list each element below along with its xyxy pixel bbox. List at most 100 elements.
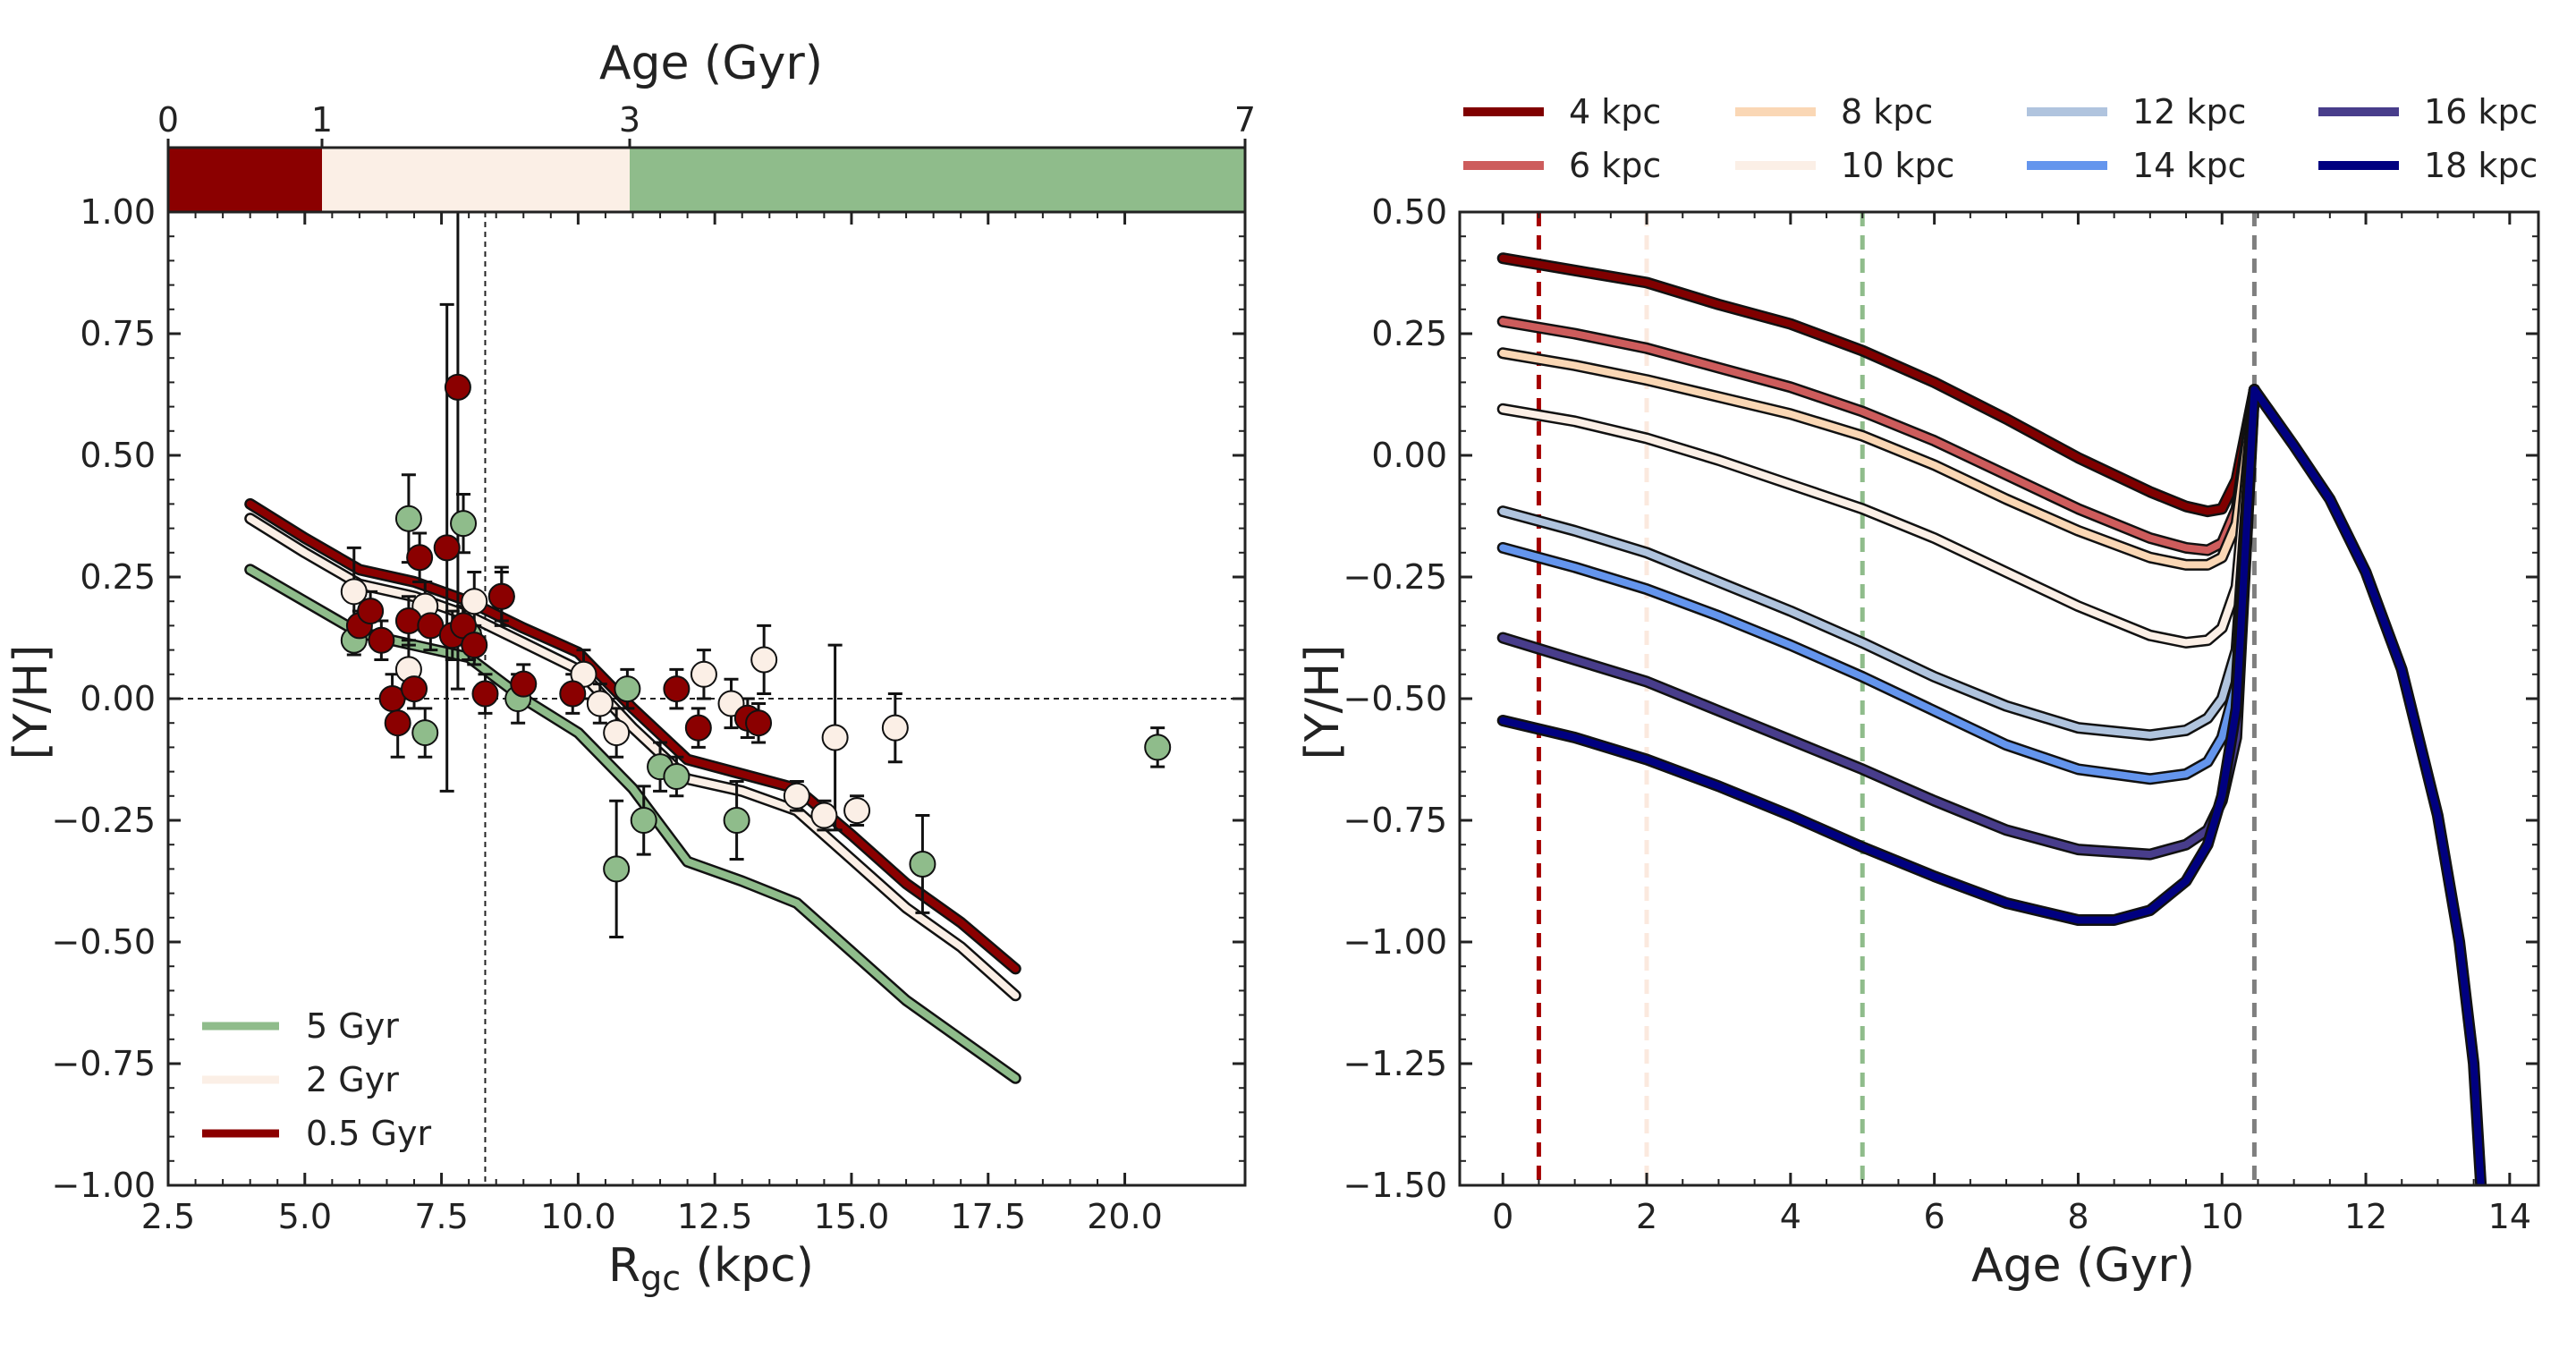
x-tick-label: 12.5 [677, 1197, 753, 1236]
data-point [368, 626, 395, 654]
data-point [394, 505, 422, 532]
data-point [663, 763, 691, 791]
data-point [614, 675, 641, 703]
data-point [750, 646, 778, 674]
data-point [433, 534, 461, 562]
data-point [586, 690, 614, 717]
age-bar-tick-label: 1 [311, 100, 333, 140]
legend-label: 2 Gyr [306, 1060, 399, 1099]
y-tick-label: −1.25 [1343, 1044, 1447, 1083]
data-point [783, 782, 810, 810]
x-tick-label: 2 [1636, 1197, 1657, 1236]
data-point [384, 709, 411, 737]
right-y-axis-title: [Y/H] [1296, 645, 1350, 760]
data-point [510, 670, 538, 698]
left-panel: Age (Gyr) 0 1 3 7 2.5 5.0 7.5 10.0 12.5 15.0 17.5… [4, 37, 1256, 1298]
y-tick-label: −0.75 [1343, 801, 1447, 840]
data-point [909, 850, 936, 878]
right-x-axis-title: Age (Gyr) [1971, 1239, 2195, 1293]
x-tick-label: 6 [1924, 1197, 1945, 1236]
data-point [684, 714, 712, 742]
data-point [471, 680, 499, 708]
y-tick-label: −1.00 [1343, 922, 1447, 962]
x-tick-label: 7.5 [414, 1197, 468, 1236]
data-point [603, 719, 631, 747]
legend-label: 12 kpc [2132, 92, 2246, 132]
evolution-line-4-kpc [1499, 254, 2258, 515]
evolution-line-10-kpc [1499, 386, 2258, 647]
legend-label: 18 kpc [2424, 146, 2538, 185]
plot-frame [166, 210, 1247, 1187]
data-point [417, 612, 445, 640]
y-tick-label: −0.25 [52, 801, 156, 840]
data-point [444, 373, 471, 401]
left-x-axis-title-sub: gc [640, 1259, 681, 1298]
data-point [745, 709, 773, 737]
y-tick-label: 0.75 [80, 314, 156, 353]
x-tick-label: 15.0 [814, 1197, 890, 1236]
data-point [881, 714, 909, 742]
evolution-line-6-kpc [1499, 318, 2258, 555]
age-bar-tick-label: 3 [619, 100, 640, 140]
y-tick-label: −0.75 [52, 1044, 156, 1083]
axis-ticks: 2.5 5.0 7.5 10.0 12.5 15.0 17.5 20.0 −1.00 −0.75 −… [52, 192, 1245, 1236]
y-tick-label: 0.00 [1371, 436, 1447, 475]
legend-label: 5 Gyr [306, 1006, 399, 1046]
legend-label: 4 kpc [1569, 92, 1661, 132]
x-tick-label: 0 [1492, 1197, 1513, 1236]
y-tick-label: −0.50 [1343, 679, 1447, 718]
data-point [810, 802, 838, 829]
data-point [450, 510, 478, 538]
data-point [821, 724, 849, 751]
data-point [340, 578, 368, 606]
x-tick-label: 20.0 [1087, 1197, 1163, 1236]
data-point [663, 675, 691, 703]
right-panel: 4 kpc 8 kpc 12 kpc 16 kpc 6 kpc 10 kpc 14 kpc 1… [1296, 92, 2540, 1293]
data-point [406, 544, 434, 572]
data-point [394, 607, 422, 634]
data-point [411, 719, 439, 747]
data-point [843, 797, 871, 825]
data-point [461, 588, 488, 615]
age-bar-tick-label: 7 [1234, 100, 1256, 140]
data-point [603, 855, 631, 883]
axis-ticks: 0 2 4 6 8 10 12 14 −1.50 −1.25 −1.00 −0.75 −0.50 −0.2… [1343, 192, 2538, 1236]
x-tick-label: 2.5 [141, 1197, 195, 1236]
right-plot-area [1496, 212, 2487, 1185]
legend-label: 16 kpc [2424, 92, 2538, 132]
x-tick-label: 10 [2200, 1197, 2243, 1236]
y-tick-label: −0.50 [52, 922, 156, 962]
plot-frame [1458, 210, 2540, 1187]
x-tick-label: 8 [2067, 1197, 2089, 1236]
age-bar-title: Age (Gyr) [599, 37, 823, 90]
data-point [1144, 734, 1172, 761]
left-legend: 5 Gyr 2 Gyr 0.5 Gyr [202, 1006, 431, 1153]
y-tick-label: −1.00 [52, 1166, 156, 1205]
x-tick-label: 5.0 [278, 1197, 332, 1236]
age-bar: 0 1 3 7 [157, 100, 1256, 214]
y-tick-label: −0.25 [1343, 557, 1447, 597]
left-x-axis-title-unit: (kpc) [681, 1239, 814, 1293]
left-x-axis-title: Rgc (kpc) [608, 1239, 814, 1298]
evolution-line-12-kpc [1499, 386, 2258, 739]
evolution-line-8-kpc [1499, 349, 2258, 569]
x-tick-label: 14 [2488, 1197, 2531, 1236]
x-tick-label: 12 [2344, 1197, 2387, 1236]
x-tick-label: 4 [1780, 1197, 1801, 1236]
gradient-line-2-gyr [246, 514, 1020, 999]
evolution-line-18-kpc [1499, 386, 2485, 1185]
x-tick-label: 10.0 [540, 1197, 616, 1236]
y-tick-label: 0.00 [80, 679, 156, 718]
left-y-axis-title: [Y/H] [4, 645, 58, 760]
data-point [357, 598, 385, 625]
left-plot-area [168, 212, 1245, 1185]
age-bar-segment [168, 148, 322, 212]
data-point [723, 807, 750, 834]
data-point [461, 632, 488, 659]
left-plot: 2.5 5.0 7.5 10.0 12.5 15.0 17.5 20.0 −1.00 −0.75 −… [52, 192, 1247, 1236]
x-tick-label: 17.5 [950, 1197, 1026, 1236]
data-point [559, 680, 587, 708]
y-tick-label: −1.50 [1343, 1166, 1447, 1205]
